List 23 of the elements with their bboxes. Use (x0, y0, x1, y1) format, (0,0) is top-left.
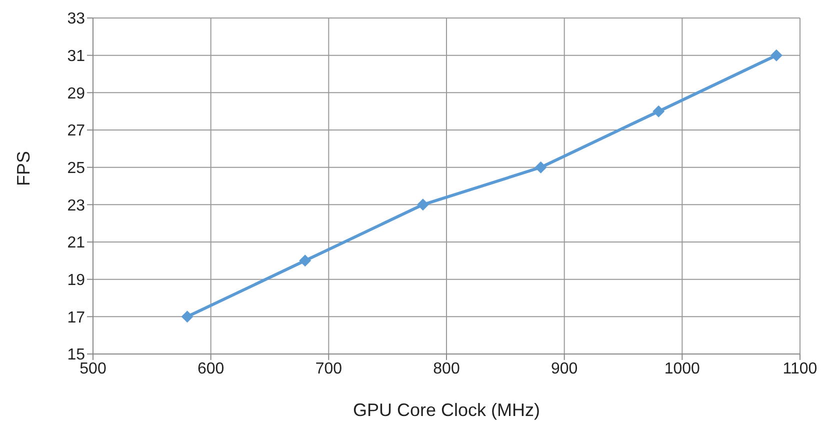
y-tick-label: 19 (67, 272, 86, 290)
point (770, 49, 782, 62)
y-axis-title: FPS (13, 150, 34, 186)
point (652, 105, 665, 118)
point (299, 254, 312, 267)
y-tick-label: 17 (67, 309, 86, 326)
x-tick-label: 700 (315, 360, 342, 378)
point (181, 310, 194, 323)
x-tick-label: 600 (197, 360, 224, 378)
x-axis-title: GPU Core Clock (MHz) (352, 400, 540, 420)
x-tick-label: 1100 (782, 360, 818, 378)
x-tick-label: 1000 (664, 360, 700, 378)
x-tick-label: 900 (550, 360, 578, 378)
y-tick-label: 27 (67, 122, 86, 140)
point (416, 198, 429, 211)
x-tick-label: 800 (433, 360, 460, 378)
y-tick-label: 25 (67, 160, 86, 178)
y-tick-label: 21 (67, 234, 86, 252)
y-tick-label: 33 (67, 10, 86, 28)
y-tick-label: 29 (67, 85, 86, 102)
y-tick-label: 23 (67, 197, 86, 214)
y-tick-label: 31 (67, 48, 86, 66)
point (534, 161, 547, 174)
